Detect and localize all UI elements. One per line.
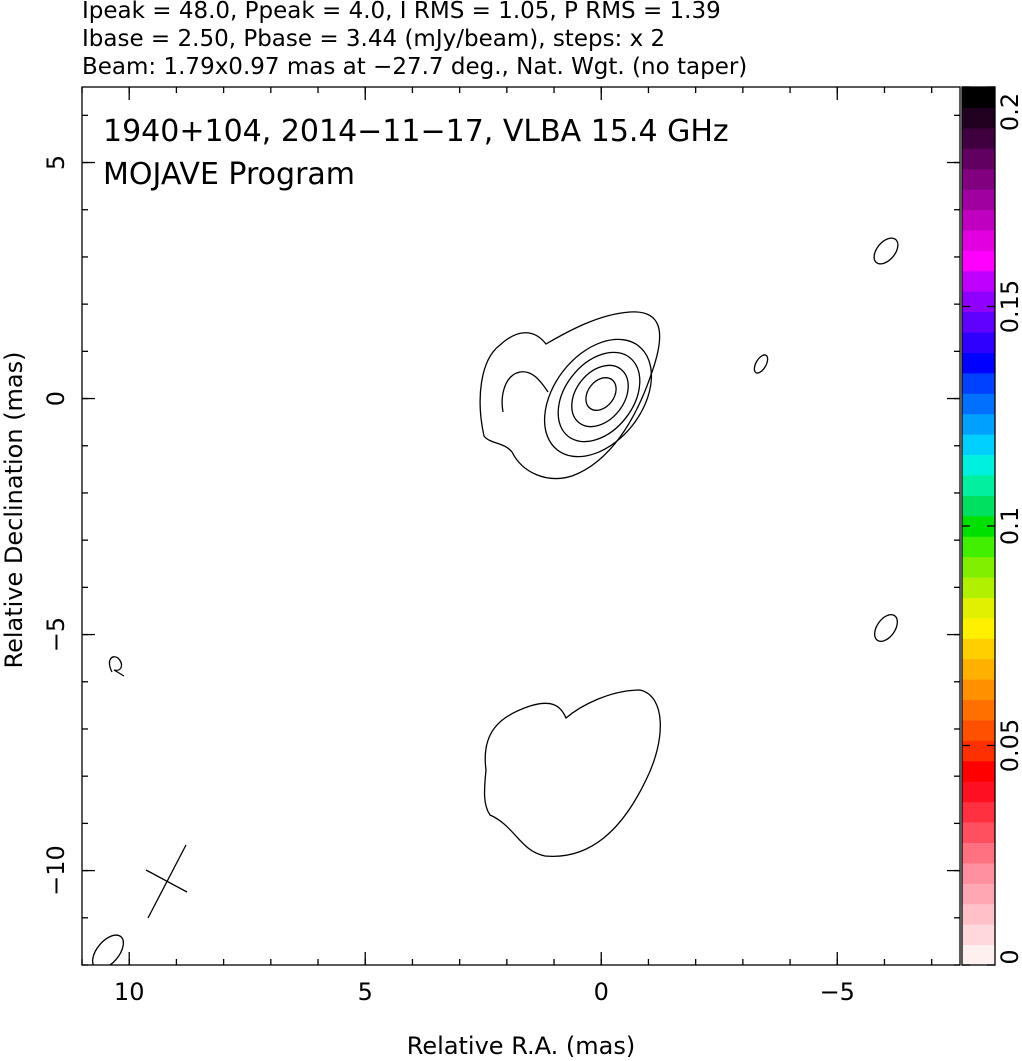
y-axis-label: Relative Declination (mas) [0,351,28,668]
colorbar-swatch [962,148,995,170]
annotation: 1940+104, 2014−11−17, VLBA 15.4 GHz [103,114,729,149]
title-line: Ibase = 2.50, Pbase = 3.44 (mJy/beam), s… [82,26,665,52]
colorbar-swatch [962,658,995,680]
colorbar-swatch [962,638,995,660]
contour [873,237,899,265]
colorbar-swatch [962,536,995,558]
colorbar-swatch [962,740,995,762]
title-line: Ipeak = 48.0, Ppeak = 4.0, I RMS = 1.05,… [82,0,721,24]
y-tick-label: −10 [42,845,70,896]
colorbar-swatch [962,127,995,149]
beam-cross [145,869,188,893]
x-tick-label: 0 [594,978,609,1006]
x-tick-label: 5 [358,978,373,1006]
x-axis-label: Relative R.A. (mas) [407,1032,635,1060]
contour [753,354,769,374]
contour [108,656,125,677]
colorbar-swatch [962,597,995,619]
colorbar-tick-label: 0.15 [996,280,1022,333]
colorbar-swatch [962,332,995,353]
colorbar-swatch [962,515,995,537]
plot-frame [81,86,961,966]
colorbar-swatch [962,495,995,517]
colorbar-swatch [962,372,995,394]
colorbar-swatch [962,924,995,946]
colorbar-swatch [962,883,995,905]
colorbar-swatch [962,781,995,803]
x-tick-label: −5 [820,978,855,1006]
x-tick-label: 10 [114,978,145,1006]
contour [571,364,629,428]
colorbar-swatch [962,944,995,966]
colorbar-swatch [962,454,995,476]
annotation: MOJAVE Program [103,157,355,192]
contour [483,689,661,857]
colorbar-swatch [962,719,995,741]
contour [557,351,641,443]
y-tick-label: −5 [42,617,70,652]
colorbar-swatch [962,556,995,578]
colorbar-swatch [962,209,995,231]
contour [585,377,617,411]
colorbar-swatch [962,393,995,415]
colorbar-swatch [962,474,995,496]
colorbar-swatch [962,270,995,292]
colorbar-tick-label: 0.05 [996,719,1022,772]
colorbar-swatch [962,168,995,190]
colorbar-swatch [962,699,995,721]
colorbar-swatch [962,760,995,782]
y-tick-label: 0 [42,391,70,406]
contour [543,338,653,458]
title-line: Beam: 1.79x0.97 mas at −27.7 deg., Nat. … [82,54,747,80]
colorbar-swatch [962,291,995,313]
y-tick-label: 5 [42,155,70,170]
colorbar-tick-label: 0 [996,949,1022,964]
colorbar-swatch [962,229,995,251]
colorbar-swatch [962,822,995,843]
beam [91,934,125,965]
colorbar-swatch [962,679,995,701]
colorbar-swatch [962,617,995,639]
contour [874,614,898,642]
colorbar-swatch [962,577,995,598]
colorbar-swatch [962,87,995,108]
colorbar-swatch [962,862,995,884]
colorbar-swatch [962,801,995,823]
colorbar-swatch [962,842,995,864]
colorbar-swatch [962,352,995,374]
colorbar-tick-label: 0.2 [996,93,1022,131]
colorbar-swatch [962,434,995,456]
colorbar-swatch [962,413,995,435]
colorbar-tick-label: 0.1 [996,507,1022,545]
colorbar-swatch [962,107,995,129]
contour [501,371,549,413]
colorbar-swatch [962,189,995,211]
colorbar-swatch [962,311,995,333]
colorbar-swatch [962,250,995,272]
contour [479,311,661,480]
contours [91,237,899,965]
colorbar-swatch [962,903,995,925]
